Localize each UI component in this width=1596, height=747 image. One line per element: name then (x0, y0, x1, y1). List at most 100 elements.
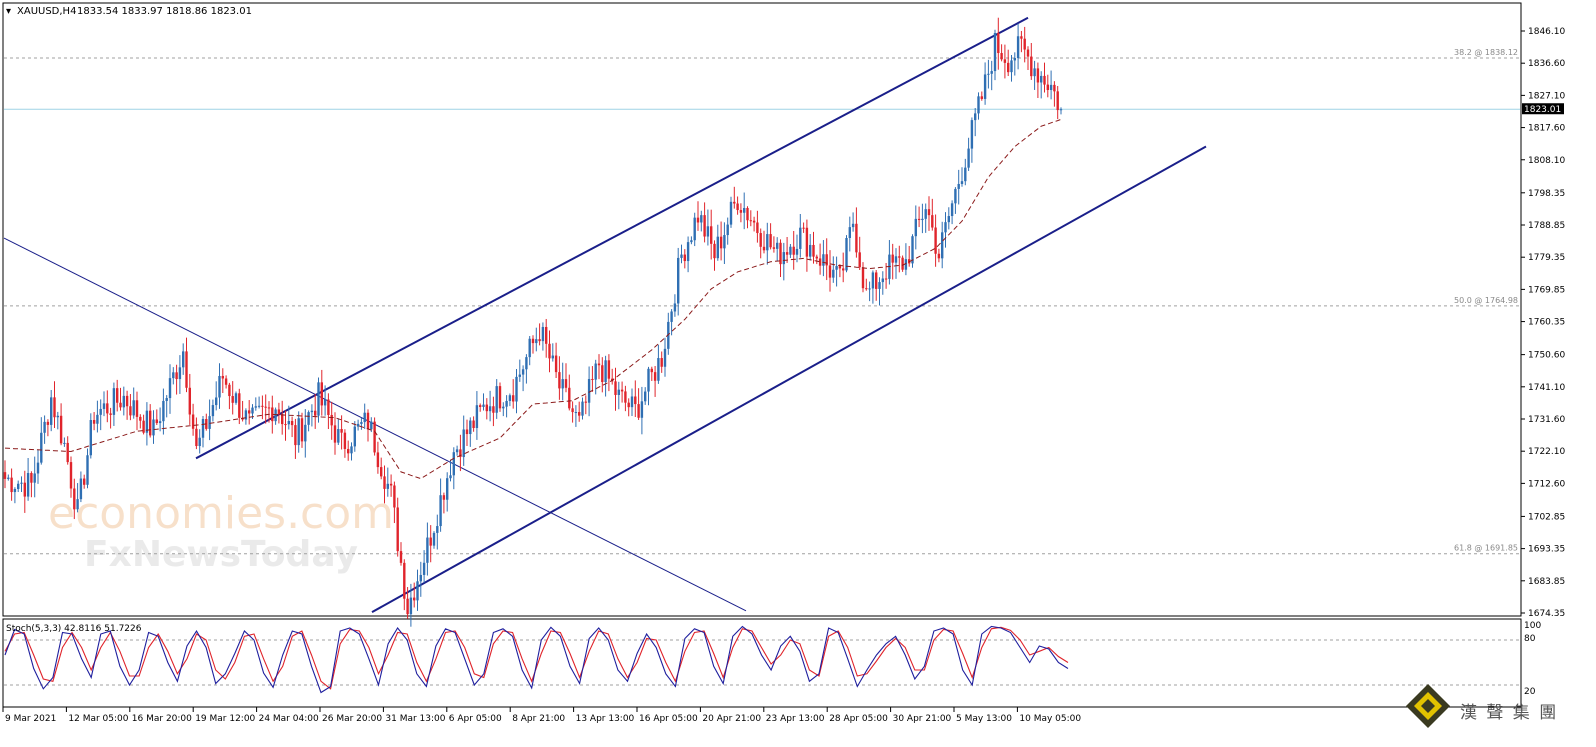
candle (554, 342, 558, 379)
candle (584, 395, 587, 415)
time-tick-label: 9 Mar 2021 (5, 714, 56, 724)
candle (158, 407, 162, 432)
candle (429, 525, 432, 563)
time-axis[interactable]: 9 Mar 2021 12 Mar 05:00 16 Mar 20:00 19 Mar… (2, 707, 1081, 724)
candles (3, 17, 1063, 627)
candle (957, 169, 960, 205)
candle (30, 471, 33, 498)
candle (855, 207, 858, 258)
price-tick-label: 1712.60 (1528, 479, 1565, 489)
candle (248, 400, 251, 425)
candle (653, 365, 657, 397)
candle (59, 403, 63, 446)
candle (558, 356, 561, 400)
candle (528, 336, 531, 366)
candle (287, 405, 290, 430)
candle (700, 210, 703, 232)
candle (380, 457, 383, 480)
candle (604, 355, 607, 397)
channel-lower-line[interactable] (371, 145, 1207, 614)
time-tick-label: 16 Mar 20:00 (132, 714, 192, 724)
candle (320, 369, 323, 416)
candle (475, 391, 479, 440)
candle (650, 366, 653, 382)
candle (630, 388, 634, 417)
candle (211, 399, 215, 422)
candle (393, 481, 396, 524)
channel-upper-line[interactable] (195, 16, 1029, 460)
fibonacci-levels: 38.2 @ 1838.12 50.0 @ 1764.98 61.8 @ 1691.… (4, 48, 1520, 555)
candle (858, 236, 861, 270)
candle (842, 252, 845, 283)
candle (904, 243, 908, 276)
candle (271, 395, 274, 434)
stoch-label: Stoch(5,3,3) 42.8116 51.7226 (6, 624, 142, 634)
candle (934, 214, 937, 267)
candle (330, 401, 333, 440)
candle (66, 436, 69, 465)
time-tick-label: 8 Apr 21:00 (512, 714, 565, 724)
price-tick-label: 1722.10 (1528, 447, 1565, 457)
candle (538, 323, 541, 346)
candle (244, 408, 248, 425)
candle (535, 327, 538, 352)
candle (446, 472, 449, 512)
candle (927, 196, 931, 231)
candle (53, 381, 56, 429)
time-tick-label: 10 May 05:00 (1019, 714, 1081, 724)
candle (26, 457, 30, 501)
candle (950, 200, 954, 225)
candle (716, 224, 719, 261)
candle (221, 368, 224, 394)
candle (33, 456, 36, 498)
symbol-label: XAUUSD,H4 (17, 6, 76, 17)
candle (723, 222, 726, 265)
candle (818, 243, 822, 275)
candle (119, 387, 122, 411)
candle (759, 228, 762, 259)
candle (710, 209, 713, 260)
candle (234, 391, 238, 405)
candle (545, 318, 548, 358)
candle (112, 382, 116, 426)
candle (597, 354, 601, 380)
candle (465, 419, 469, 447)
candle (581, 397, 584, 420)
candle (175, 364, 178, 395)
candle (719, 221, 723, 261)
candle (518, 359, 521, 382)
candle (149, 404, 152, 438)
candle (1020, 30, 1023, 53)
candle (601, 357, 604, 393)
candle (607, 354, 611, 392)
candle (865, 278, 868, 291)
candle (23, 470, 26, 513)
main-pane-frame (2, 2, 1522, 617)
candle (482, 393, 485, 411)
header-arrow-icon[interactable]: ▾ (6, 6, 11, 17)
candle (343, 429, 347, 458)
candle (439, 478, 442, 532)
candle (696, 201, 700, 231)
brand-logo: 漢 聲 集 團 (1406, 684, 1556, 728)
candle (746, 206, 749, 229)
candle (739, 203, 743, 223)
time-tick-label: 26 Mar 20:00 (322, 714, 382, 724)
price-axis[interactable]: 1846.10 1836.60 1827.10 1817.60 1808.10 1798.… (1521, 27, 1565, 619)
candle (706, 209, 710, 246)
candle (267, 401, 271, 423)
time-tick-label: 23 Apr 13:00 (766, 714, 825, 724)
candle (644, 387, 647, 405)
candle (868, 281, 871, 302)
candle (277, 402, 281, 424)
candle (551, 343, 554, 362)
current-price-value: 1823.01 (1524, 105, 1561, 115)
candle (990, 60, 993, 91)
candle (89, 413, 92, 459)
price-tick-label: 1827.10 (1528, 91, 1565, 101)
candle (231, 381, 234, 415)
candle (1026, 46, 1030, 71)
candle (736, 196, 739, 215)
